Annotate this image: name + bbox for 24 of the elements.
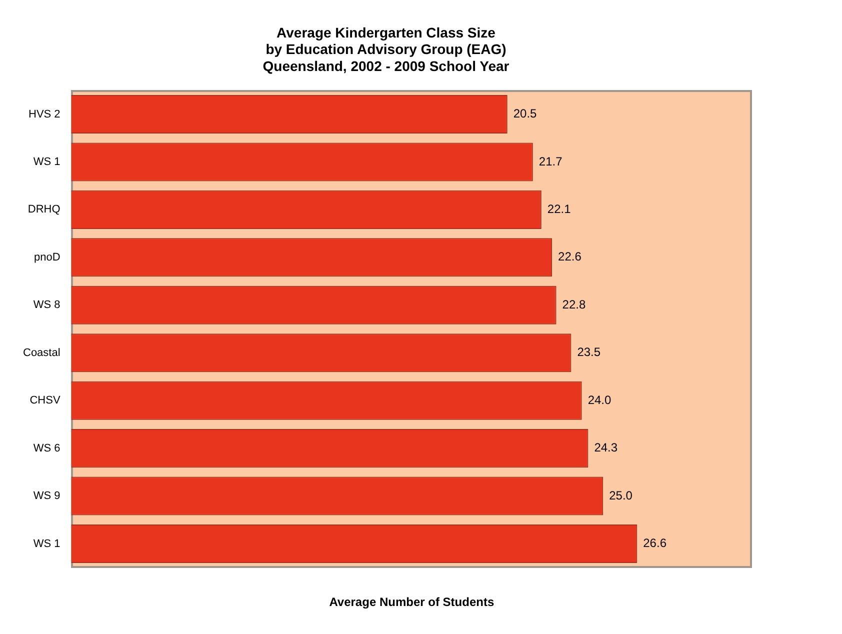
y-tick-label: DRHQ (28, 204, 61, 216)
text: Average Kindergarten Class Size (276, 24, 496, 40)
y-tick-label: CHSV (30, 394, 61, 407)
y-tick-label: WS 8 (33, 299, 60, 312)
data-label: 25.0 (609, 488, 633, 502)
data-label: 22.6 (558, 250, 582, 264)
y-tick-label: Coastal (23, 346, 60, 359)
text: Queensland, 2002 - 2009 School Year (262, 58, 510, 74)
text: by Education Advisory Group (EAG) (266, 41, 506, 58)
x-axis-title: Average Number of Students (329, 595, 494, 610)
data-label: 23.5 (577, 345, 601, 360)
data-label: 24.0 (588, 392, 612, 407)
data-label: 22.8 (562, 297, 586, 312)
y-tick-label: WS 6 (33, 442, 60, 454)
y-tick-label: WS 1 (33, 538, 60, 550)
data-label: 26.6 (643, 536, 667, 550)
data-label: 20.5 (513, 106, 538, 121)
y-tick-label: pnoD (34, 251, 60, 264)
y-tick-label: WS 1 (33, 156, 60, 168)
y-tick-label: HVS 2 (28, 108, 60, 120)
y-tick-label: WS 9 (33, 490, 60, 502)
data-label: 22.1 (547, 202, 572, 216)
data-label: 21.7 (538, 154, 563, 168)
data-label: 24.3 (594, 440, 618, 455)
